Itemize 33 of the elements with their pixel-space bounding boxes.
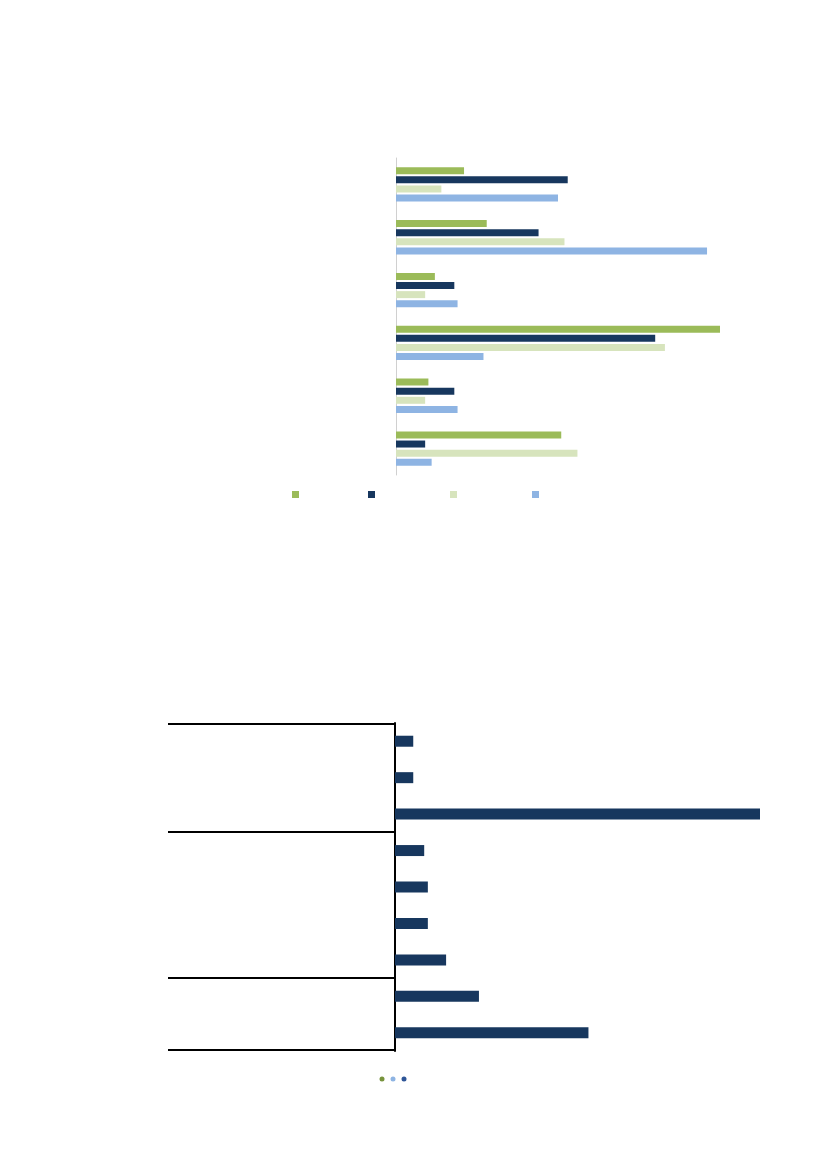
bar — [396, 440, 426, 448]
bar — [396, 343, 665, 351]
bar — [395, 772, 414, 784]
bar — [396, 229, 539, 237]
bar — [396, 405, 458, 413]
bar — [396, 272, 435, 280]
bar — [395, 845, 425, 857]
bar — [396, 300, 458, 308]
bar — [395, 808, 760, 820]
bar — [396, 167, 465, 175]
bar — [396, 247, 708, 255]
bar — [396, 378, 429, 386]
bar — [396, 176, 568, 184]
bar — [396, 431, 562, 439]
bar — [396, 449, 578, 457]
bar — [395, 917, 428, 929]
bar — [396, 334, 656, 342]
bar — [395, 735, 414, 747]
bar — [395, 954, 447, 966]
bar — [396, 325, 720, 333]
bar — [395, 990, 479, 1002]
bar — [396, 220, 487, 228]
bar — [396, 185, 442, 193]
bar — [396, 353, 484, 361]
bar — [396, 458, 432, 466]
bar — [395, 1027, 589, 1039]
bar — [396, 282, 455, 290]
bar — [396, 396, 426, 404]
bar — [396, 387, 455, 395]
bar — [396, 291, 426, 299]
bar — [396, 238, 565, 246]
bar — [395, 881, 428, 893]
bar — [396, 194, 558, 202]
